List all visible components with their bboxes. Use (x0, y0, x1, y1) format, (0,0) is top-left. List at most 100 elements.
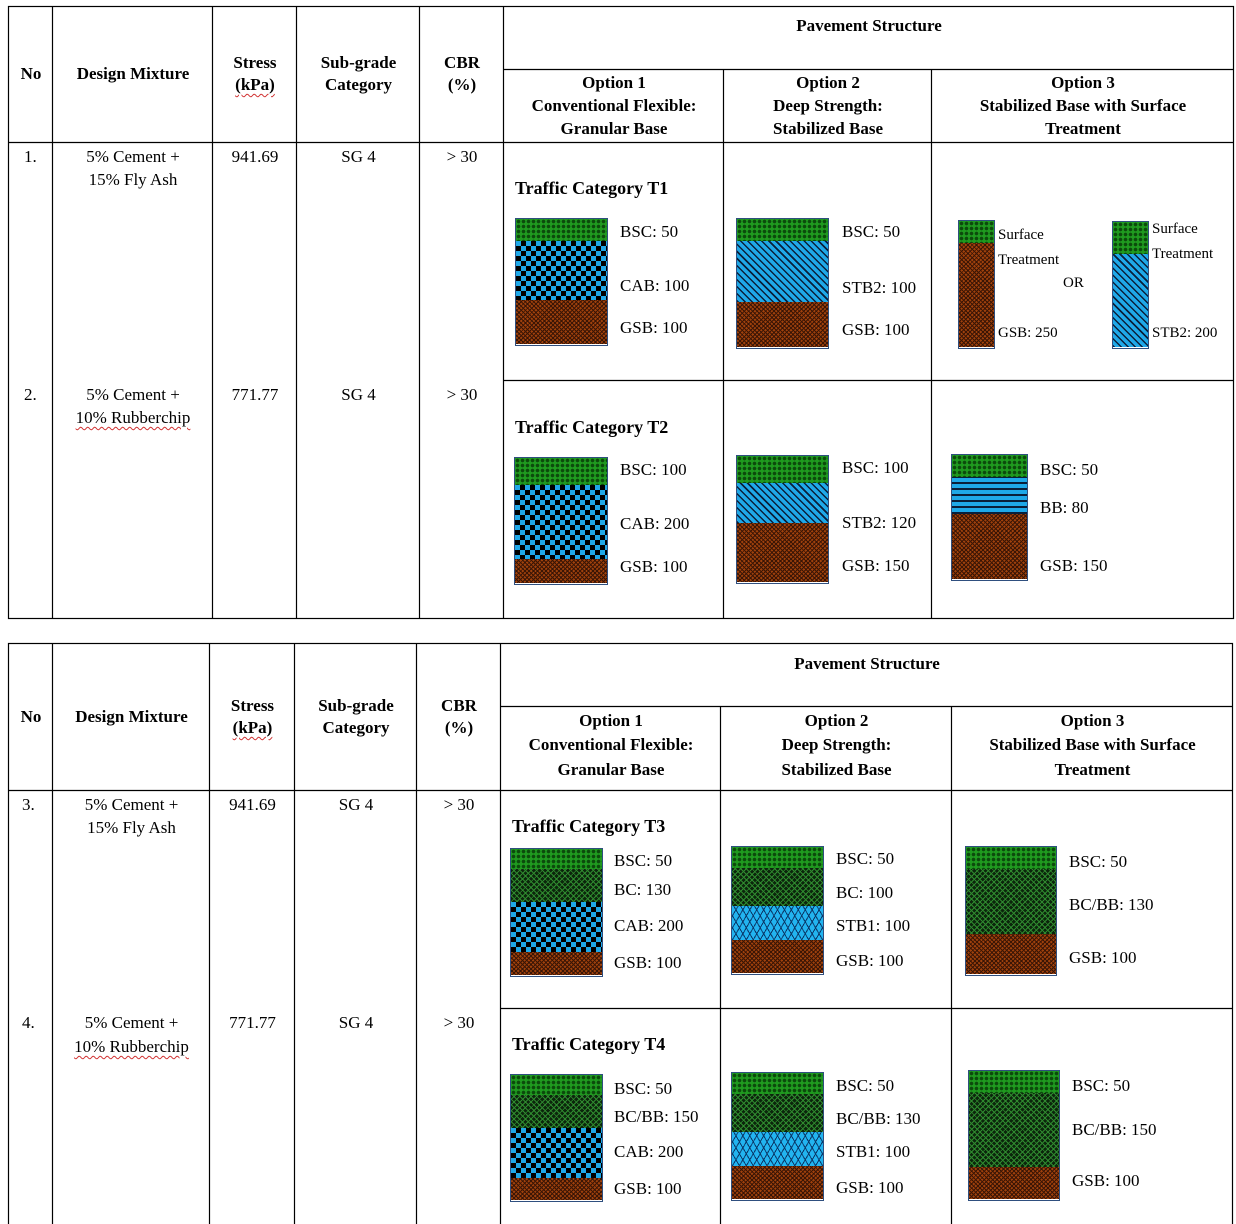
header-stress-unit: (kPa) (235, 75, 275, 94)
layer-gsb (515, 559, 607, 583)
t1-opt3b-treatment: Treatment (1152, 246, 1214, 262)
layer-bsc (737, 456, 828, 483)
header-no: No (20, 64, 42, 83)
t2-opt1-bsc: BSC: 100 (620, 460, 687, 479)
header-stress: Stress (230, 696, 275, 715)
t2-opt1-cab: CAB: 200 (620, 514, 690, 533)
layer-gsb (732, 1166, 823, 1199)
header-cbr-unit: (%) (447, 75, 477, 94)
t4-opt2-stb1: STB1: 100 (836, 1142, 911, 1161)
t1-opt3a-surface: Surface (998, 227, 1044, 243)
header-pavement-structure: Pavement Structure (796, 16, 942, 35)
t3-opt3-bc-bb: BC/BB: 130 (1069, 895, 1154, 914)
t4-opt1-layer-stack (510, 1074, 603, 1202)
header-stress-unit: (kPa) (232, 718, 273, 737)
t3-opt2-bsc: BSC: 50 (836, 849, 895, 868)
layer-surface-treatment (959, 221, 994, 243)
row-1-subgrade: SG 4 (341, 147, 376, 166)
layer-gsb (737, 523, 828, 582)
option-2-title: Option 2 (804, 711, 869, 730)
t3-opt2-stb1: STB1: 100 (836, 916, 911, 935)
t3-opt1-cab: CAB: 200 (614, 916, 684, 935)
layer-stb1 (732, 1132, 823, 1166)
layer-bsc (737, 219, 828, 241)
table-1-grid (7, 5, 1235, 620)
layer-gsb (737, 302, 828, 347)
layer-bc-bb (511, 1095, 602, 1128)
t3-opt1-layer-stack (510, 848, 603, 977)
t4-opt1-bc-bb: BC/BB: 150 (614, 1107, 699, 1126)
option-1-line3: Granular Base (560, 119, 668, 138)
option-3-line3: Treatment (1045, 119, 1121, 138)
option-3-line3: Treatment (1054, 760, 1131, 779)
row-2-mix-line2: 10% Rubberchip (75, 408, 191, 427)
t4-opt2-layer-stack (731, 1072, 824, 1201)
t3-opt1-bsc: BSC: 50 (614, 851, 673, 870)
t1-opt2-layer-stack (736, 218, 829, 349)
t3-opt2-bc: BC: 100 (836, 883, 894, 902)
layer-stb1 (732, 906, 823, 940)
layer-bsc (952, 455, 1027, 477)
t2-opt1-gsb: GSB: 100 (620, 557, 688, 576)
row-3-cbr: > 30 (443, 795, 475, 814)
header-subgrade-category: Category (322, 718, 390, 737)
layer-bsc (969, 1071, 1059, 1093)
option-1-line3: Granular Base (557, 760, 665, 779)
t2-opt2-gsb: GSB: 150 (842, 556, 910, 575)
header-cbr: CBR (444, 53, 480, 72)
t1-opt2-bsc: BSC: 50 (842, 222, 901, 241)
row-4-mix-line2: 10% Rubberchip (74, 1037, 189, 1056)
option-3-title: Option 3 (1051, 73, 1115, 92)
t3-opt3-bsc: BSC: 50 (1069, 852, 1128, 871)
layer-bc-bb (969, 1093, 1059, 1167)
layer-bsc (732, 847, 823, 868)
layer-cab (511, 902, 602, 952)
t1-opt2-gsb: GSB: 100 (842, 320, 910, 339)
t3-opt2-layer-stack (731, 846, 824, 975)
row-3-mix-line2: 15% Fly Ash (87, 818, 176, 837)
t2-opt2-stb2: STB2: 120 (842, 513, 917, 532)
option-2-line2: Deep Strength: (781, 735, 892, 754)
header-cbr-unit: (%) (444, 718, 474, 737)
header-pavement-structure: Pavement Structure (794, 654, 940, 673)
t4-opt2-bsc: BSC: 50 (836, 1076, 895, 1095)
t2-opt3-bsc: BSC: 50 (1040, 460, 1099, 479)
header-subgrade: Sub-grade (320, 53, 397, 72)
layer-bsc (516, 219, 607, 241)
t2-opt2-bsc: BSC: 100 (842, 458, 909, 477)
header-no: No (20, 707, 42, 726)
traffic-category-t2: Traffic Category T2 (515, 417, 669, 437)
row-1-stress: 941.69 (231, 147, 279, 166)
t3-opt1-gsb: GSB: 100 (614, 953, 682, 972)
t2-opt2-layer-stack (736, 455, 829, 584)
t1-opt1-cab: CAB: 100 (620, 276, 690, 295)
t3-opt3-gsb: GSB: 100 (1069, 948, 1137, 967)
t4-opt3-layer-stack (968, 1070, 1060, 1201)
traffic-category-t1: Traffic Category T1 (515, 178, 669, 198)
header-subgrade: Sub-grade (318, 696, 394, 715)
t4-opt2-gsb: GSB: 100 (836, 1178, 904, 1197)
layer-bc-bb (732, 1094, 823, 1132)
layer-stb2 (737, 241, 828, 302)
t1-opt2-stb2: STB2: 100 (842, 278, 917, 297)
row-4-stress: 771.77 (229, 1013, 276, 1032)
row-2-no: 2. (24, 385, 37, 404)
t2-opt3-layer-stack (951, 454, 1028, 581)
layer-bsc (511, 849, 602, 869)
t4-opt1-gsb: GSB: 100 (614, 1179, 682, 1198)
option-3-line2: Stabilized Base with Surface (979, 96, 1187, 115)
pavement-table-1: No Design Mixture Stress (kPa) Sub-grade… (7, 5, 1235, 620)
t4-opt1-bsc: BSC: 50 (614, 1079, 673, 1098)
layer-cab (511, 1128, 602, 1178)
row-1-no: 1. (24, 147, 37, 166)
t1-opt1-bsc: BSC: 50 (620, 222, 679, 241)
header-stress: Stress (233, 53, 277, 72)
t2-opt3-gsb: GSB: 150 (1040, 556, 1108, 575)
row-4-mix-line1: 5% Cement + (84, 1013, 179, 1032)
layer-gsb (511, 952, 602, 975)
header-subgrade-category: Category (324, 75, 393, 94)
layer-gsb (952, 514, 1027, 579)
pavement-table-2: No Design Mixture Stress (kPa) Sub-grade… (0, 642, 1236, 1224)
row-1-cbr: > 30 (446, 147, 478, 166)
option-1-title: Option 1 (579, 711, 643, 730)
